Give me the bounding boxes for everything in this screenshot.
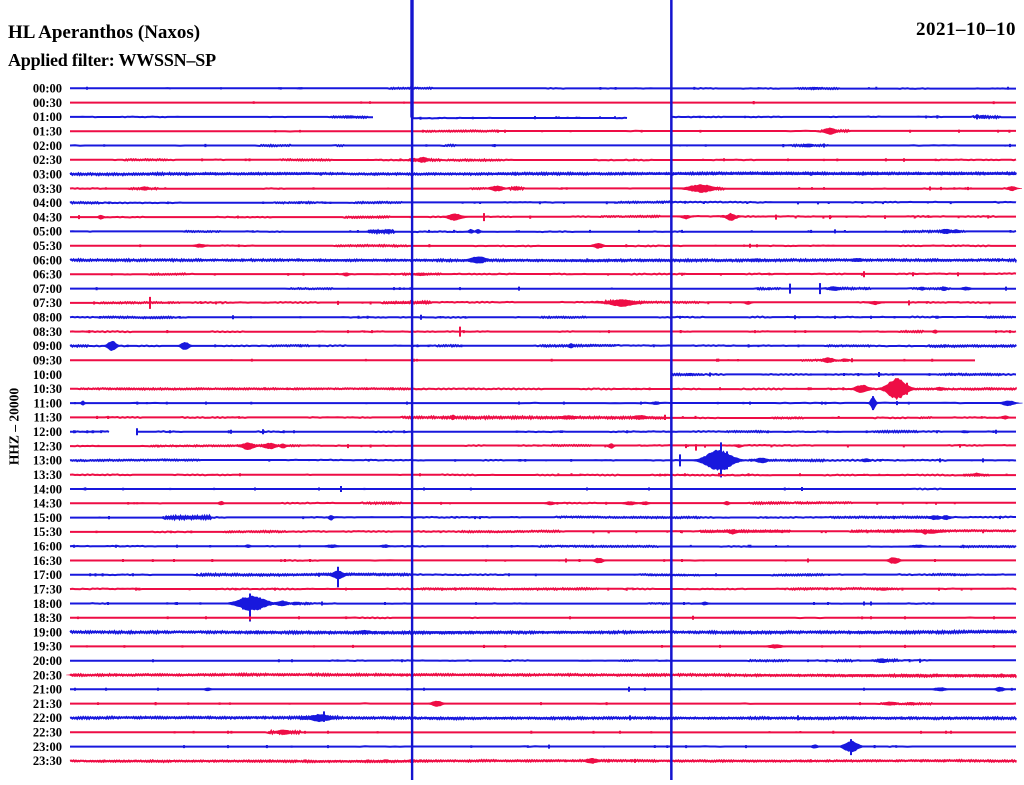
svg-text:06:00: 06:00 bbox=[33, 253, 62, 267]
svg-text:19:30: 19:30 bbox=[33, 640, 62, 654]
svg-text:19:00: 19:00 bbox=[33, 625, 62, 639]
svg-text:15:30: 15:30 bbox=[33, 525, 62, 539]
svg-text:09:00: 09:00 bbox=[33, 339, 62, 353]
svg-text:09:30: 09:30 bbox=[33, 354, 62, 368]
svg-text:14:00: 14:00 bbox=[33, 482, 62, 496]
svg-text:17:30: 17:30 bbox=[33, 582, 62, 596]
svg-text:15:00: 15:00 bbox=[33, 511, 62, 525]
svg-text:00:30: 00:30 bbox=[33, 96, 62, 110]
svg-text:03:30: 03:30 bbox=[33, 182, 62, 196]
svg-text:Applied filter: WWSSN–SP: Applied filter: WWSSN–SP bbox=[8, 50, 216, 70]
svg-text:10:30: 10:30 bbox=[33, 382, 62, 396]
svg-text:17:00: 17:00 bbox=[33, 568, 62, 582]
svg-text:20:00: 20:00 bbox=[33, 654, 62, 668]
svg-text:03:00: 03:00 bbox=[33, 168, 62, 182]
svg-text:02:30: 02:30 bbox=[33, 153, 62, 167]
svg-text:16:00: 16:00 bbox=[33, 540, 62, 554]
svg-text:16:30: 16:30 bbox=[33, 554, 62, 568]
svg-text:08:00: 08:00 bbox=[33, 311, 62, 325]
svg-text:2021–10–10: 2021–10–10 bbox=[916, 19, 1016, 40]
svg-text:06:30: 06:30 bbox=[33, 268, 62, 282]
svg-text:11:30: 11:30 bbox=[34, 411, 62, 425]
svg-text:23:00: 23:00 bbox=[33, 740, 62, 754]
svg-text:HHZ – 20000: HHZ – 20000 bbox=[7, 388, 22, 466]
svg-text:11:00: 11:00 bbox=[34, 396, 62, 410]
svg-text:21:30: 21:30 bbox=[33, 697, 62, 711]
svg-text:23:30: 23:30 bbox=[33, 754, 62, 768]
svg-text:14:30: 14:30 bbox=[33, 497, 62, 511]
svg-text:13:00: 13:00 bbox=[33, 454, 62, 468]
svg-text:01:00: 01:00 bbox=[33, 110, 62, 124]
svg-text:05:00: 05:00 bbox=[33, 225, 62, 239]
svg-text:13:30: 13:30 bbox=[33, 468, 62, 482]
svg-text:20:30: 20:30 bbox=[33, 668, 62, 682]
svg-text:04:00: 04:00 bbox=[33, 196, 62, 210]
svg-text:01:30: 01:30 bbox=[33, 125, 62, 139]
svg-text:07:00: 07:00 bbox=[33, 282, 62, 296]
svg-text:12:00: 12:00 bbox=[33, 425, 62, 439]
svg-text:18:00: 18:00 bbox=[33, 597, 62, 611]
svg-text:HL Aperanthos (Naxos): HL Aperanthos (Naxos) bbox=[8, 22, 200, 43]
svg-text:04:30: 04:30 bbox=[33, 210, 62, 224]
svg-text:21:00: 21:00 bbox=[33, 683, 62, 697]
svg-text:00:00: 00:00 bbox=[33, 82, 62, 96]
svg-text:22:30: 22:30 bbox=[33, 726, 62, 740]
svg-text:08:30: 08:30 bbox=[33, 325, 62, 339]
svg-text:05:30: 05:30 bbox=[33, 239, 62, 253]
svg-text:07:30: 07:30 bbox=[33, 296, 62, 310]
svg-text:18:30: 18:30 bbox=[33, 611, 62, 625]
svg-text:02:00: 02:00 bbox=[33, 139, 62, 153]
svg-text:12:30: 12:30 bbox=[33, 439, 62, 453]
svg-text:10:00: 10:00 bbox=[33, 368, 62, 382]
svg-text:22:00: 22:00 bbox=[33, 711, 62, 725]
